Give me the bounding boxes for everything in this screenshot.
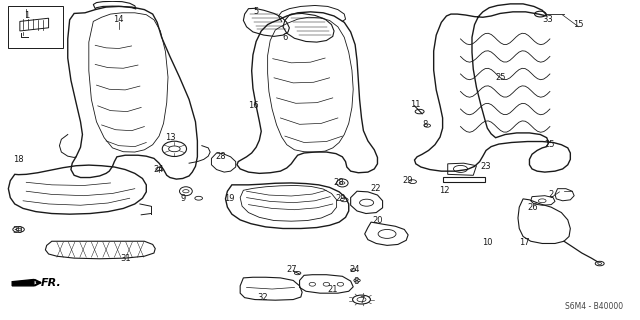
Text: 25: 25 [545, 140, 555, 148]
Text: 1: 1 [24, 11, 29, 20]
Text: 9: 9 [180, 194, 186, 203]
Text: 21: 21 [328, 284, 338, 293]
Text: 8: 8 [422, 120, 428, 130]
Text: 8: 8 [354, 276, 359, 285]
Text: 2: 2 [548, 190, 554, 199]
Text: 27: 27 [286, 265, 296, 275]
Text: 26: 26 [527, 203, 538, 212]
Text: 13: 13 [164, 133, 175, 142]
Text: 22: 22 [371, 184, 381, 193]
Text: 24: 24 [350, 265, 360, 275]
Text: 20: 20 [372, 216, 383, 225]
Text: 31: 31 [120, 254, 131, 263]
Text: 23: 23 [481, 162, 492, 171]
Text: 14: 14 [113, 15, 124, 24]
Text: 19: 19 [224, 194, 235, 203]
Text: 25: 25 [495, 73, 506, 82]
Text: 18: 18 [13, 156, 23, 164]
Text: 33: 33 [543, 15, 554, 24]
Text: 16: 16 [248, 101, 259, 110]
Text: 7: 7 [360, 296, 365, 305]
Text: 15: 15 [573, 20, 584, 29]
Text: 28: 28 [216, 152, 227, 161]
Text: 30: 30 [13, 226, 23, 235]
Text: 28: 28 [334, 178, 344, 187]
Text: S6M4 - B40000: S6M4 - B40000 [565, 302, 623, 311]
Text: 12: 12 [439, 186, 450, 195]
Text: 17: 17 [519, 238, 530, 247]
Text: 10: 10 [482, 238, 493, 247]
Text: 5: 5 [253, 7, 259, 16]
Text: FR.: FR. [40, 278, 61, 288]
Text: 29: 29 [335, 194, 346, 203]
Text: 11: 11 [410, 100, 421, 109]
Text: 24: 24 [154, 165, 164, 174]
Text: 6: 6 [282, 33, 287, 42]
Polygon shape [12, 279, 34, 286]
Text: 29: 29 [403, 176, 413, 185]
Text: 32: 32 [257, 292, 268, 301]
